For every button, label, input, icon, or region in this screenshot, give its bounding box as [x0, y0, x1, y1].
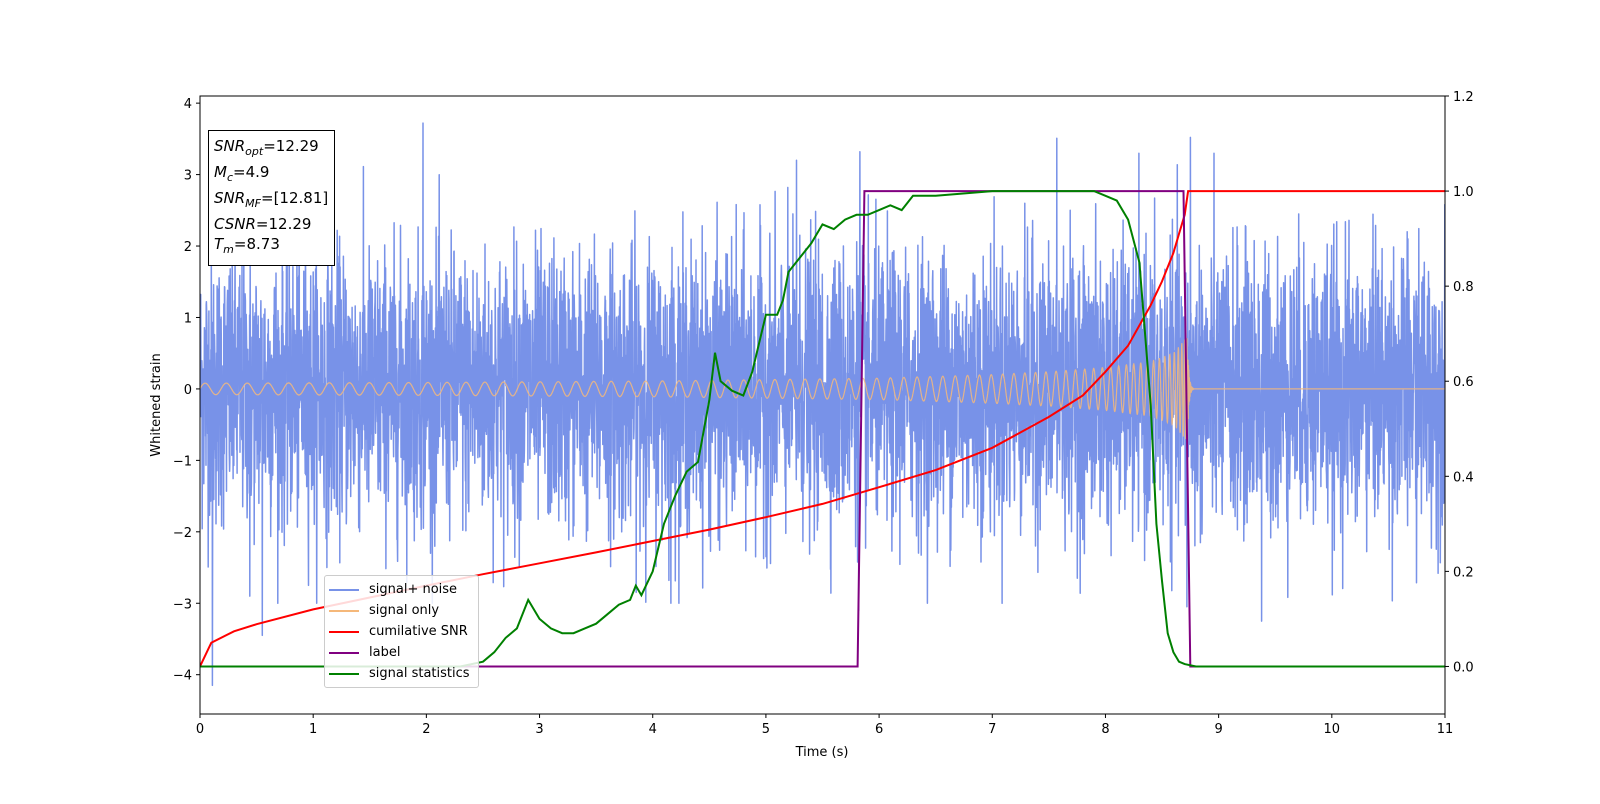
x-tick-label: 9 — [1214, 722, 1222, 737]
y-tick-label-right: 0.0 — [1453, 660, 1474, 675]
info-symbol: SNR — [214, 137, 246, 155]
legend-item: signal statistics — [329, 663, 470, 684]
y-tick-label-right: 0.4 — [1453, 470, 1474, 485]
y-tick-label-right: 1.2 — [1453, 90, 1474, 105]
x-axis-label: Time (s) — [795, 745, 849, 760]
y-axis-label-left: Whitened strain — [149, 353, 164, 456]
legend-swatch — [329, 588, 359, 591]
legend-swatch — [329, 630, 359, 633]
info-line: SNRMF=[12.81] — [214, 188, 328, 214]
x-tick-label: 0 — [196, 722, 204, 737]
info-value: =[12.81] — [261, 189, 329, 207]
x-tick-label: 5 — [762, 722, 770, 737]
y-tick-label-right: 0.2 — [1453, 565, 1474, 580]
legend-item: signal only — [329, 600, 470, 621]
legend-item: cumilative SNR — [329, 621, 470, 642]
plot-frame — [199, 95, 1446, 715]
y-tick-label-right: 0.6 — [1453, 375, 1474, 390]
legend-label: label — [369, 645, 401, 660]
legend-item: signal+ noise — [329, 579, 470, 600]
info-subscript: MF — [245, 197, 261, 210]
legend-item: label — [329, 642, 470, 663]
y-tick-label-left: 1 — [184, 311, 192, 326]
y-tick-label-right: 1.0 — [1453, 185, 1474, 200]
info-symbol: M — [214, 163, 227, 181]
info-line: Tm=8.73 — [214, 234, 328, 260]
legend-label: signal only — [369, 603, 440, 618]
y-tick-label-left: 4 — [184, 97, 192, 112]
legend: signal+ noise signal only cumilative SNR la… — [324, 575, 479, 688]
series-signal-only — [200, 338, 1445, 442]
y-tick-label-left: −3 — [173, 597, 192, 612]
y-tick-label-left: −1 — [173, 454, 192, 469]
info-symbol: T — [214, 235, 224, 253]
legend-swatch — [329, 672, 359, 675]
info-line: SNRopt=12.29 — [214, 136, 328, 162]
x-tick-label: 11 — [1437, 722, 1454, 737]
info-value: =12.29 — [263, 137, 319, 155]
info-symbol: SNR — [214, 189, 246, 207]
legend-label: cumilative SNR — [369, 624, 468, 639]
legend-swatch — [329, 651, 359, 654]
x-tick-label: 2 — [422, 722, 430, 737]
series-signal-statistics — [200, 190, 1445, 668]
series-signal-noise — [200, 122, 1445, 687]
legend-label: signal+ noise — [369, 582, 458, 597]
info-value: =12.29 — [255, 215, 312, 233]
info-subscript: c — [226, 171, 234, 184]
x-tick-label: 8 — [1101, 722, 1109, 737]
x-tick-label: 4 — [649, 722, 657, 737]
legend-label: signal statistics — [369, 666, 470, 681]
legend-swatch — [329, 609, 359, 612]
info-line: CSNR=12.29 — [214, 214, 328, 234]
info-line: Mc=4.9 — [214, 162, 328, 188]
info-symbol: CSNR — [214, 215, 256, 233]
x-tick-label: 3 — [535, 722, 543, 737]
x-tick-label: 1 — [309, 722, 317, 737]
y-tick-label-left: 2 — [184, 240, 192, 255]
y-tick-label-left: −2 — [173, 526, 192, 541]
y-tick-label-right: 0.8 — [1453, 280, 1474, 295]
x-tick-label: 10 — [1324, 722, 1341, 737]
y-tick-label-left: −4 — [173, 669, 192, 684]
x-tick-label: 7 — [988, 722, 996, 737]
x-tick-label: 6 — [875, 722, 883, 737]
y-tick-label-left: 0 — [184, 383, 192, 398]
info-value: =4.9 — [233, 163, 270, 181]
info-subscript: m — [223, 243, 234, 256]
y-tick-label-left: 3 — [184, 169, 192, 184]
snr-info-box: SNRopt=12.29 Mc=4.9 SNRMF=[12.81] CSNR=12.2… — [208, 130, 336, 266]
info-value: =8.73 — [233, 235, 280, 253]
info-subscript: opt — [245, 145, 264, 158]
